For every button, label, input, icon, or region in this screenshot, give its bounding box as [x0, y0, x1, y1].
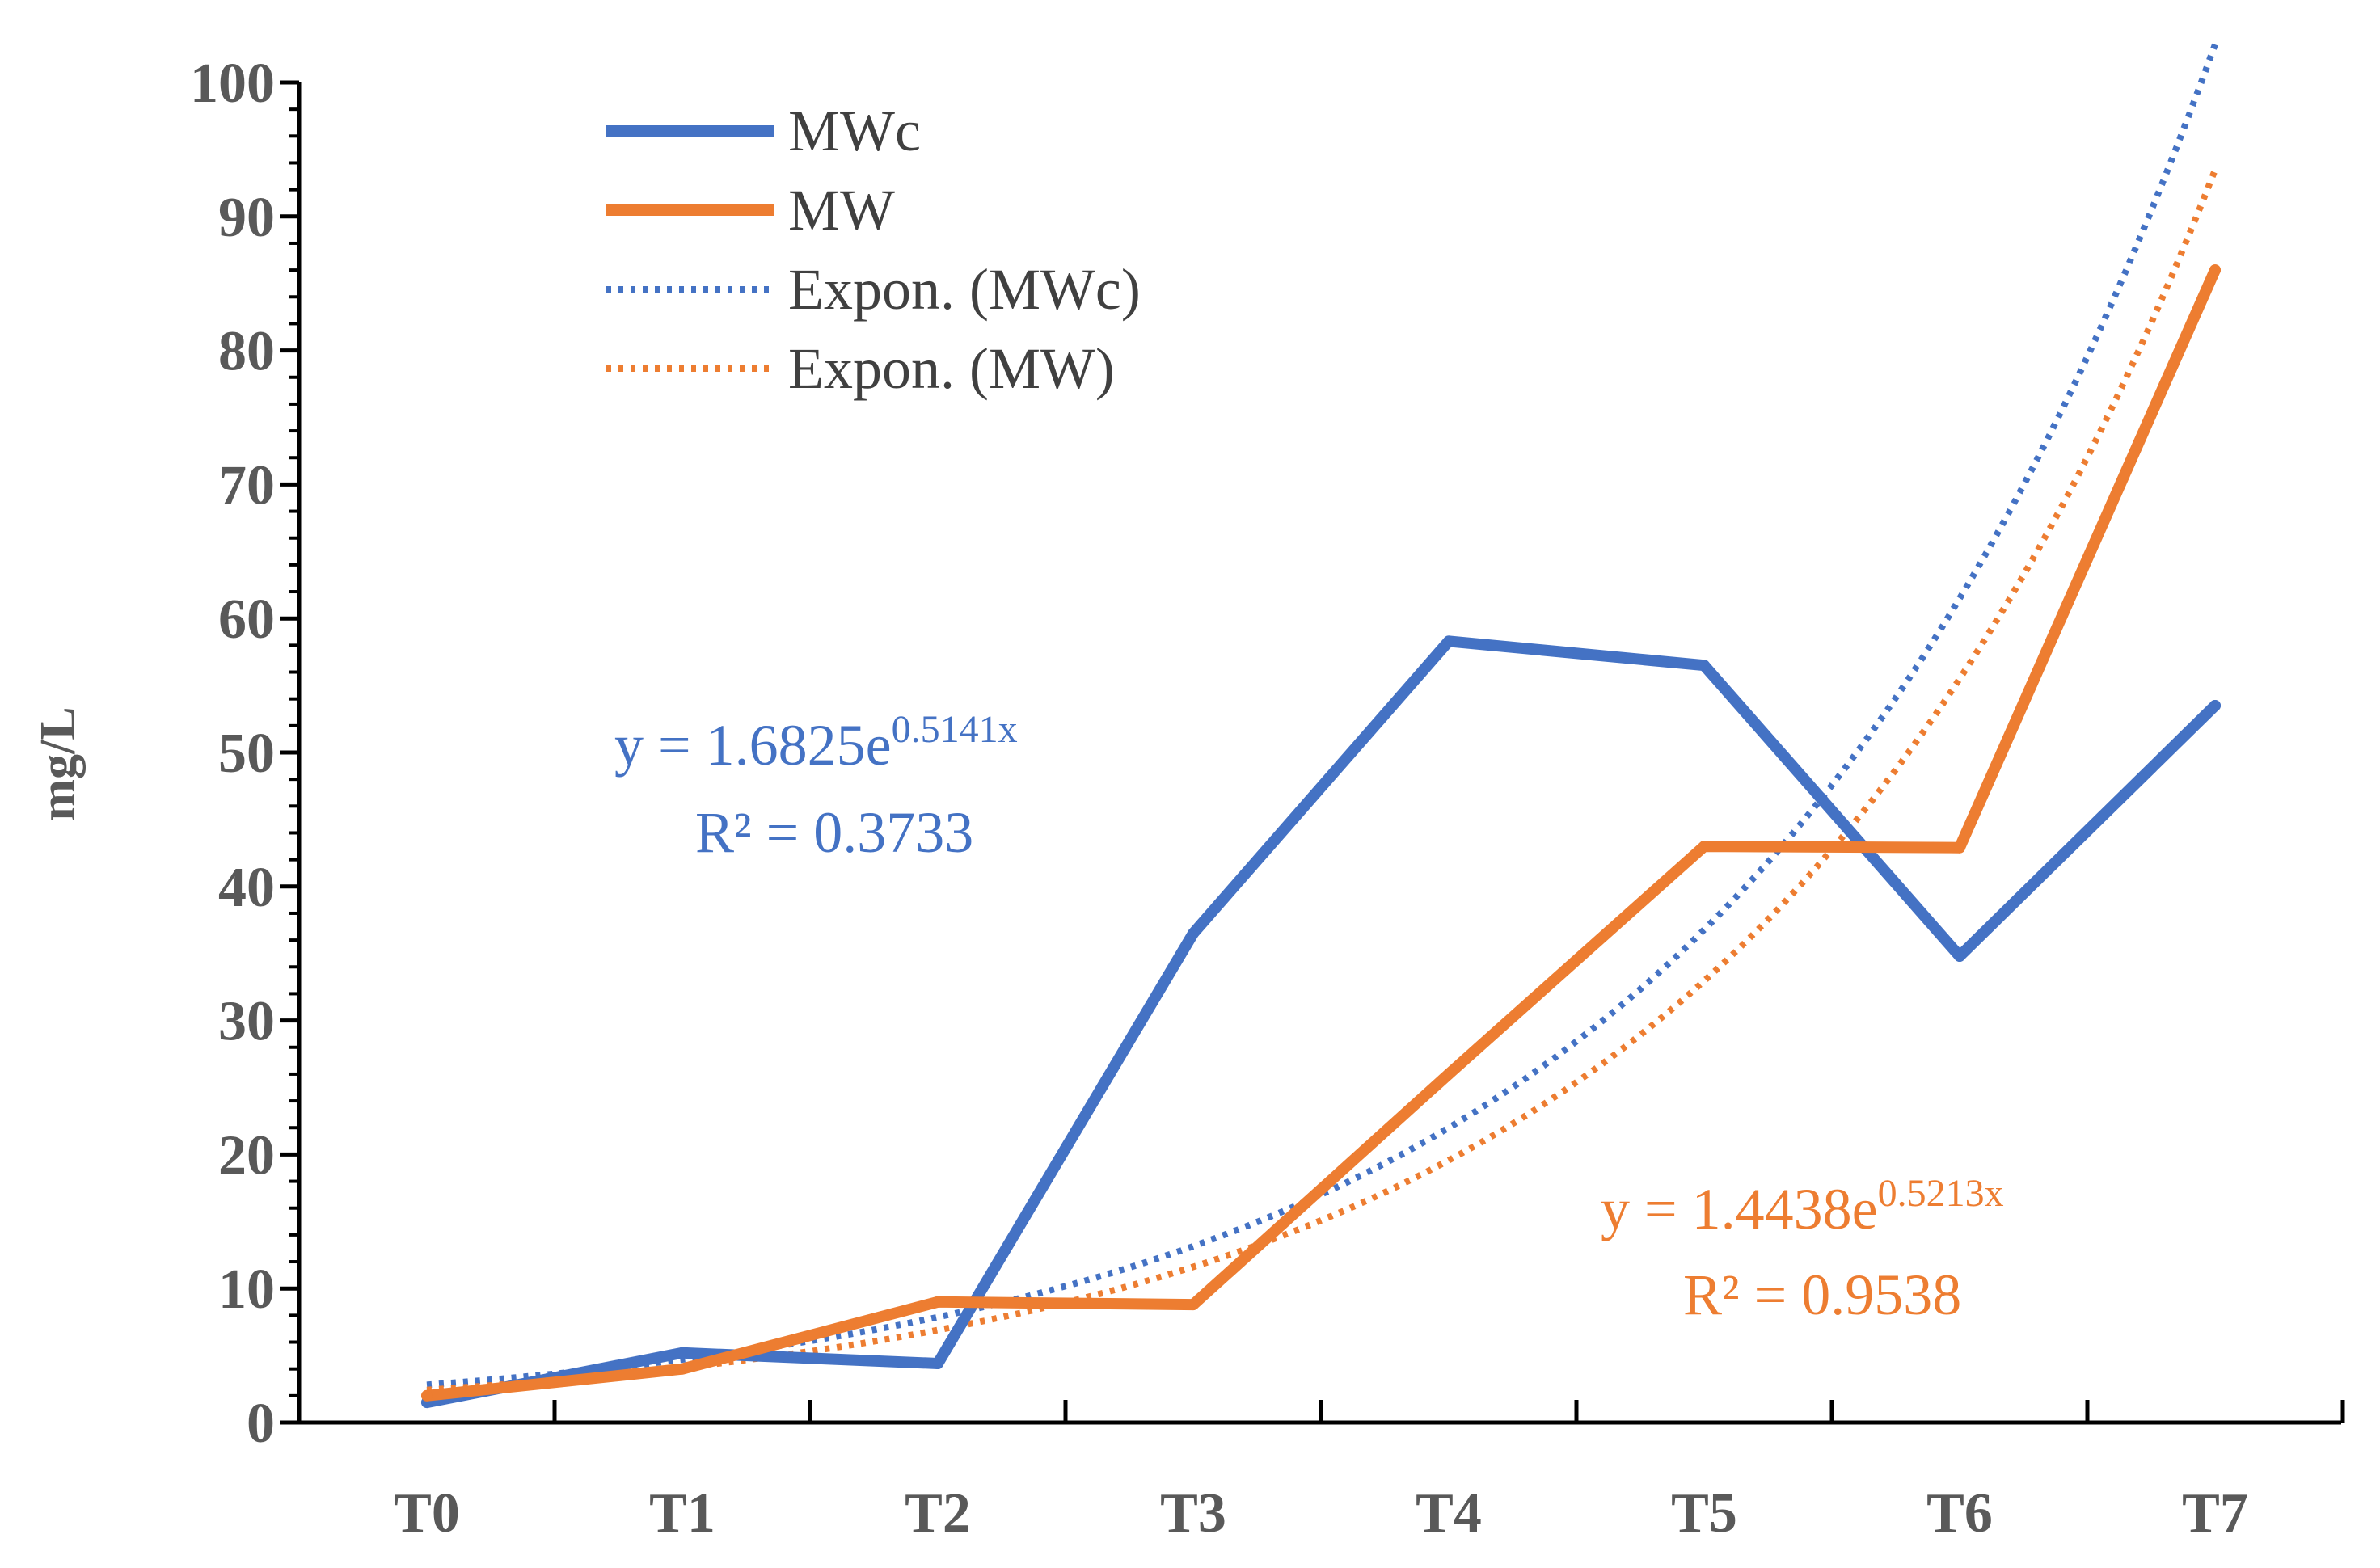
y-tick-label: 80: [218, 321, 275, 383]
equation-mw-exponent: 0.5213x: [1878, 1172, 2004, 1215]
svg-text:y = 1.6825e0.5141x: y = 1.6825e0.5141x: [614, 708, 1018, 778]
equation-mw-prefix: y = 1.4438e: [1601, 1177, 1878, 1241]
data-point-mw: [421, 1389, 433, 1402]
data-point-mwc: [1698, 660, 1710, 672]
data-point-mwc: [1188, 927, 1199, 939]
equation-mwc-prefix: y = 1.6825e: [614, 713, 892, 778]
svg-text:y = 1.4438e0.5213x: y = 1.4438e0.5213x: [1601, 1172, 2004, 1241]
data-point-mw: [1698, 841, 1710, 853]
y-tick-label: 50: [218, 723, 275, 785]
y-tick-label: 20: [218, 1124, 275, 1187]
r2-label-mwc: R² = 0.3733: [695, 800, 973, 865]
data-point-mwc: [677, 1347, 688, 1359]
data-point-mw: [1443, 1068, 1454, 1080]
equation-label-mwc: y = 1.6825e0.5141x R² = 0.3733: [614, 708, 1018, 865]
data-point-mwc: [1954, 950, 1965, 962]
data-point-mw: [2209, 264, 2221, 276]
trendline-mw: [426, 168, 2218, 1393]
x-tick-label: T0: [394, 1482, 460, 1545]
x-tick-label: T7: [2182, 1482, 2248, 1545]
y-tick-label: 0: [247, 1393, 275, 1455]
y-tick-label: 70: [218, 454, 275, 516]
y-tick-label: 100: [190, 53, 275, 115]
x-tick-label: T1: [649, 1482, 715, 1545]
legend-label-expon-mw: Expon. (MW): [788, 336, 1115, 401]
series-line-mw: [421, 264, 2221, 1402]
trendline-mwc: [426, 43, 2218, 1389]
x-tick-label: T3: [1160, 1482, 1226, 1545]
x-tick-label: T5: [1671, 1482, 1737, 1545]
legend-label-expon-mwc: Expon. (MWc): [788, 257, 1141, 322]
y-tick-label: 90: [218, 187, 275, 249]
legend-label-mw: MW: [788, 178, 895, 242]
x-tick-label: T6: [1926, 1482, 1993, 1545]
equation-label-mw: y = 1.4438e0.5213x R² = 0.9538: [1601, 1172, 2004, 1327]
data-point-mw: [1188, 1299, 1199, 1311]
legend-label-mwc: MWc: [788, 99, 921, 163]
data-point-mw: [932, 1296, 943, 1308]
y-tick-label: 30: [218, 991, 275, 1053]
r2-label-mw: R² = 0.9538: [1683, 1262, 1961, 1327]
data-point-mw: [677, 1363, 688, 1375]
y-tick-label: 40: [218, 857, 275, 919]
legend: MWc MW Expon. (MWc) Expon. (MW): [606, 99, 1141, 401]
x-tick-label: T2: [905, 1482, 971, 1545]
y-tick-label: 60: [218, 588, 275, 651]
y-axis-title: mg/L: [31, 706, 86, 820]
equation-mwc-exponent: 0.5141x: [892, 708, 1018, 751]
x-tick-label: T4: [1416, 1482, 1482, 1545]
data-point-mwc: [932, 1358, 943, 1369]
y-tick-label: 10: [218, 1258, 275, 1321]
data-point-mwc: [1443, 635, 1454, 647]
data-point-mwc: [2209, 700, 2221, 711]
data-point-mw: [1954, 841, 1965, 854]
